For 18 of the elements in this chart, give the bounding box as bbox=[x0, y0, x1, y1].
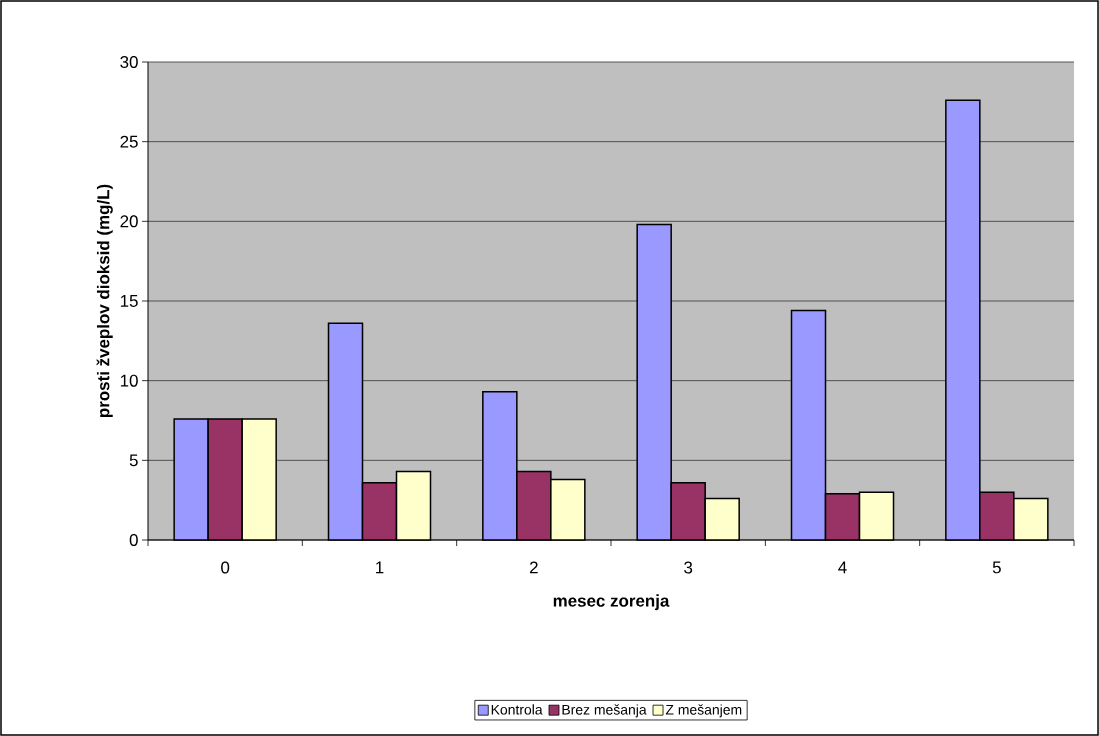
x-tick-label: 1 bbox=[376, 561, 384, 574]
y-tick-label: 25 bbox=[120, 135, 138, 148]
x-axis-title: mesec zorenja bbox=[553, 594, 670, 611]
y-tick-label: 15 bbox=[120, 295, 138, 307]
y-tick-label: 10 bbox=[120, 374, 138, 387]
x-tick-label: 0 bbox=[221, 561, 230, 574]
x-tick-label: 4 bbox=[838, 561, 847, 574]
x-tick-label: 2 bbox=[529, 561, 538, 574]
x-tick-label: 5 bbox=[992, 561, 1001, 574]
x-tick-label: 3 bbox=[684, 561, 693, 574]
legend-label: Kontrola bbox=[491, 704, 543, 715]
y-tick-label: 5 bbox=[129, 454, 138, 467]
y-tick-label: 20 bbox=[120, 215, 138, 228]
y-tick-label: 0 bbox=[129, 534, 138, 546]
y-tick-label: 30 bbox=[120, 56, 138, 68]
legend-label: Brez mešanja bbox=[562, 704, 647, 718]
legend-label: Z mešanjem bbox=[665, 704, 742, 718]
y-axis-title: prosti žveplov dioksid (mg/L) bbox=[96, 184, 113, 418]
